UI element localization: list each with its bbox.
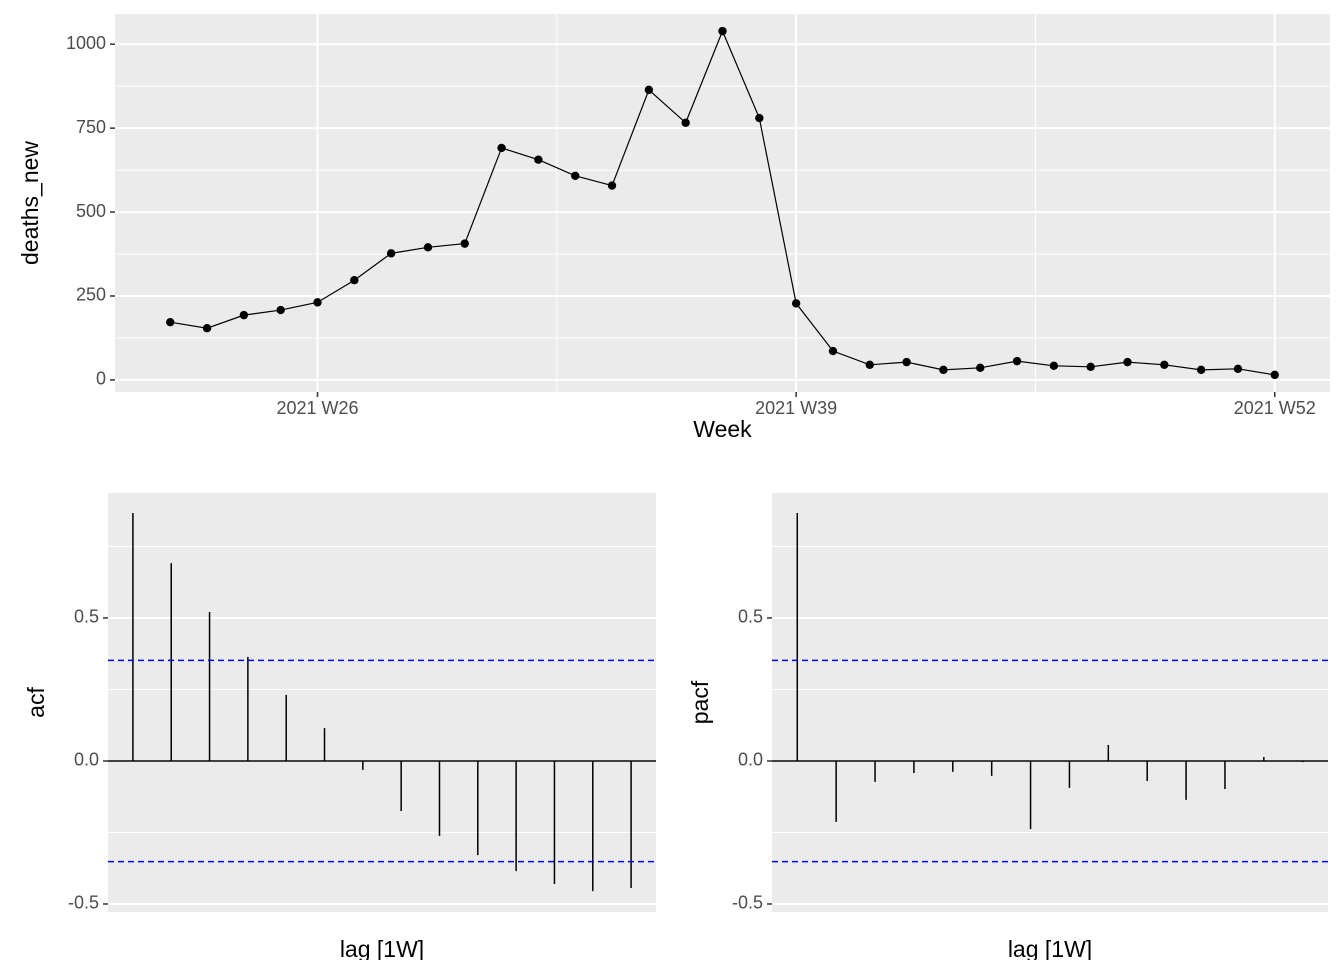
point xyxy=(202,324,212,333)
point xyxy=(681,118,690,127)
y-tick-label: -0.5 xyxy=(68,893,99,913)
y-tick-label: 0.0 xyxy=(74,750,99,770)
panel: 0 250 500 750 1000 Week deaths_new 2021 W26 2021… xyxy=(17,14,1330,442)
point xyxy=(423,243,433,252)
y-tick-label: 500 xyxy=(76,201,106,221)
x-tick-label: 2021 W52 xyxy=(1234,398,1316,418)
y-tick-label: 0.0 xyxy=(738,750,763,770)
point xyxy=(1270,370,1279,380)
y-tick-label: 1000 xyxy=(66,33,106,53)
point xyxy=(1196,365,1206,375)
point xyxy=(386,249,396,258)
point xyxy=(313,298,322,307)
point xyxy=(166,317,175,327)
point xyxy=(534,155,543,164)
panel-background xyxy=(115,14,1330,392)
point xyxy=(791,299,801,308)
point xyxy=(1233,364,1243,374)
point xyxy=(976,363,985,373)
point xyxy=(1086,362,1095,372)
point xyxy=(607,181,617,190)
point xyxy=(755,113,764,123)
x-axis-label: lag [1W] xyxy=(340,936,424,960)
y-tick-label: -0.5 xyxy=(732,893,763,913)
x-axis-label: Week xyxy=(693,416,752,442)
y-axis-label: pacf xyxy=(687,680,713,724)
y-axis-label: deaths_new xyxy=(17,141,43,265)
y-tick-label: 0.5 xyxy=(74,607,99,627)
point xyxy=(276,305,285,315)
y-axis-label: acf xyxy=(23,687,49,718)
point xyxy=(1123,357,1132,367)
y-tick-label: 0.5 xyxy=(738,607,763,627)
point xyxy=(239,310,249,320)
y-tick-label: 0 xyxy=(96,369,106,389)
y-tick-label: 750 xyxy=(76,117,106,137)
y-tick-label: 250 xyxy=(76,285,106,305)
point xyxy=(902,357,911,367)
point xyxy=(1049,361,1059,371)
point xyxy=(718,26,727,36)
point xyxy=(939,365,948,375)
point xyxy=(865,360,874,370)
point xyxy=(571,171,580,181)
panel: -0.5 0.0 0.5 lag [1W] pacf xyxy=(687,493,1328,960)
point xyxy=(497,143,506,153)
panel: -0.5 0.0 0.5 lag [1W] acf xyxy=(23,493,656,960)
point xyxy=(460,239,469,248)
panel-background xyxy=(108,493,656,912)
x-tick-label: 2021 W26 xyxy=(276,398,358,418)
panel-background xyxy=(772,493,1328,912)
x-axis-label: lag [1W] xyxy=(1008,936,1092,960)
x-tick-label: 2021 W39 xyxy=(755,398,837,418)
point xyxy=(644,85,654,95)
point xyxy=(350,276,359,285)
point xyxy=(1160,360,1169,370)
point xyxy=(1012,356,1022,366)
point xyxy=(828,346,838,356)
